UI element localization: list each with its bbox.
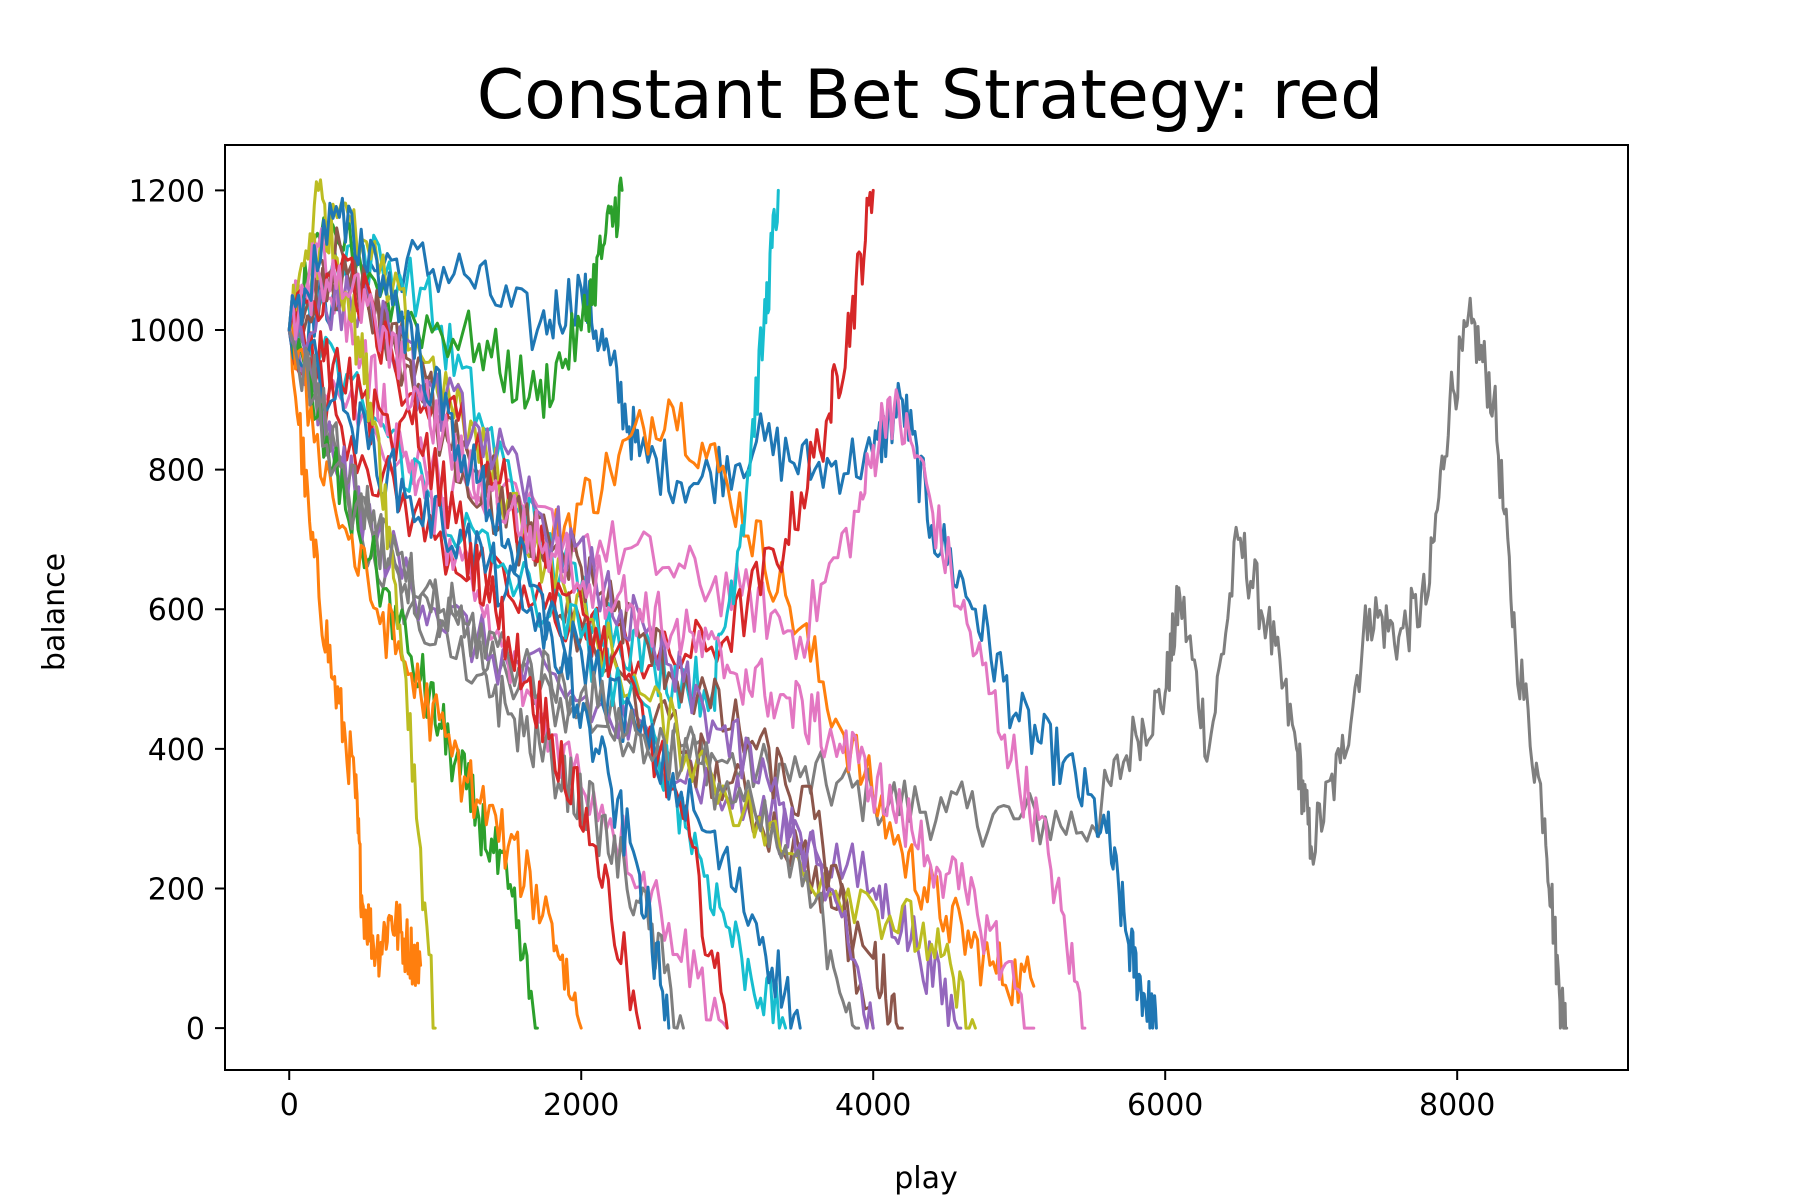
series-line-20	[287, 178, 437, 1030]
series-group	[287, 176, 1569, 1030]
series-line-24	[287, 196, 671, 1030]
y-axis-label: balance	[37, 553, 72, 671]
y-axis: 0 200 400 600 800 1000 1200	[129, 174, 225, 1047]
series-line-3	[550, 398, 1036, 1007]
x-tick-label-0: 0	[280, 1088, 299, 1123]
series-line-23	[287, 258, 1036, 1030]
y-tick-label-3: 600	[148, 593, 205, 628]
series-line-15	[287, 324, 685, 1030]
x-tick-label-1: 2000	[543, 1088, 619, 1123]
y-tick-label-1: 200	[148, 872, 205, 907]
y-tick-label-2: 400	[148, 733, 205, 768]
chart-title: Constant Bet Strategy: red	[477, 56, 1383, 135]
x-axis: 0 2000 4000 6000 8000	[280, 1070, 1495, 1123]
x-tick-label-4: 8000	[1419, 1088, 1495, 1123]
series-line-14	[287, 328, 802, 1030]
y-tick-label-5: 1000	[129, 314, 205, 349]
series-line-21	[287, 328, 861, 1030]
y-tick-label-6: 1200	[129, 174, 205, 209]
series-line-2	[287, 325, 423, 987]
series-line-18	[287, 316, 583, 1030]
y-tick-label-0: 0	[186, 1012, 205, 1047]
series-line-22	[287, 253, 642, 1030]
x-tick-label-3: 6000	[1127, 1088, 1203, 1123]
plot-frame	[224, 144, 1629, 1071]
y-tick-label-4: 800	[148, 454, 205, 489]
x-axis-label: play	[894, 1161, 958, 1196]
series-line-1	[287, 238, 1158, 1030]
x-tick-label-2: 4000	[835, 1088, 911, 1123]
plot-area	[287, 176, 1569, 1030]
